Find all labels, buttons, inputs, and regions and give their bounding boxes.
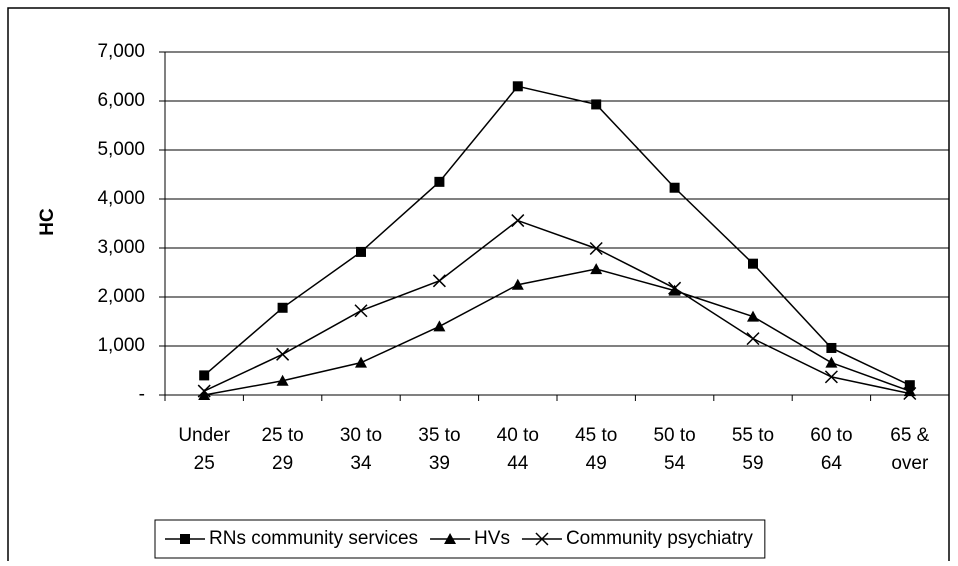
marker	[276, 347, 290, 361]
marker	[354, 304, 368, 318]
marker	[444, 533, 457, 544]
marker	[432, 274, 446, 288]
legend-label: HVs	[474, 528, 510, 549]
marker	[903, 386, 917, 401]
marker	[433, 320, 446, 332]
marker	[746, 332, 760, 346]
marker	[589, 241, 603, 256]
marker	[434, 176, 445, 187]
marker	[511, 214, 525, 228]
x-tick-label: 55 to 59	[732, 425, 774, 474]
marker	[356, 246, 366, 257]
marker	[277, 302, 288, 313]
y-axis-label: HC	[37, 208, 58, 236]
marker	[180, 534, 190, 544]
y-tick-label: 6,000	[97, 90, 145, 111]
marker	[512, 81, 523, 92]
y-tick-label: 5,000	[97, 139, 145, 160]
x-tick-label: 35 to 39	[418, 425, 460, 474]
marker	[590, 263, 603, 275]
marker	[748, 258, 758, 269]
legend-label: RNs community services	[209, 528, 418, 549]
marker	[825, 356, 838, 368]
y-tick-label: 2,000	[97, 286, 145, 307]
x-tick-label: 40 to 44	[497, 425, 539, 474]
marker	[668, 284, 681, 296]
series-line	[203, 85, 911, 386]
x-tick-label: 50 to 54	[653, 425, 695, 474]
x-tick-label: 60 to 64	[810, 425, 852, 474]
legend-label: Community psychiatry	[566, 528, 753, 549]
marker	[669, 182, 680, 193]
marker	[826, 342, 837, 353]
marker	[355, 356, 367, 368]
marker	[199, 370, 210, 381]
y-tick-label: 3,000	[97, 237, 145, 258]
marker	[276, 374, 289, 386]
chart-border	[7, 7, 950, 566]
marker	[535, 532, 549, 546]
x-tick-label: 65 & over	[890, 425, 929, 474]
series-line	[204, 268, 911, 396]
marker	[511, 278, 524, 290]
marker	[197, 384, 211, 398]
marker	[668, 281, 682, 295]
series-line	[203, 219, 910, 395]
marker	[591, 99, 602, 110]
x-tick-label: Under 25	[178, 425, 230, 474]
marker	[747, 310, 759, 322]
marker	[824, 370, 838, 384]
marker	[198, 389, 211, 400]
y-tick-label: 4,000	[97, 188, 145, 209]
y-tick-label: 1,000	[97, 335, 145, 356]
x-tick-label: 25 to 29	[261, 425, 303, 474]
x-tick-label: 45 to 49	[575, 425, 617, 474]
y-tick-label: 7,000	[97, 41, 145, 62]
x-tick-label: 30 to 34	[340, 425, 382, 474]
legend: RNs community services HVs Community psych…	[154, 519, 766, 559]
y-tick-label: -	[139, 384, 145, 405]
